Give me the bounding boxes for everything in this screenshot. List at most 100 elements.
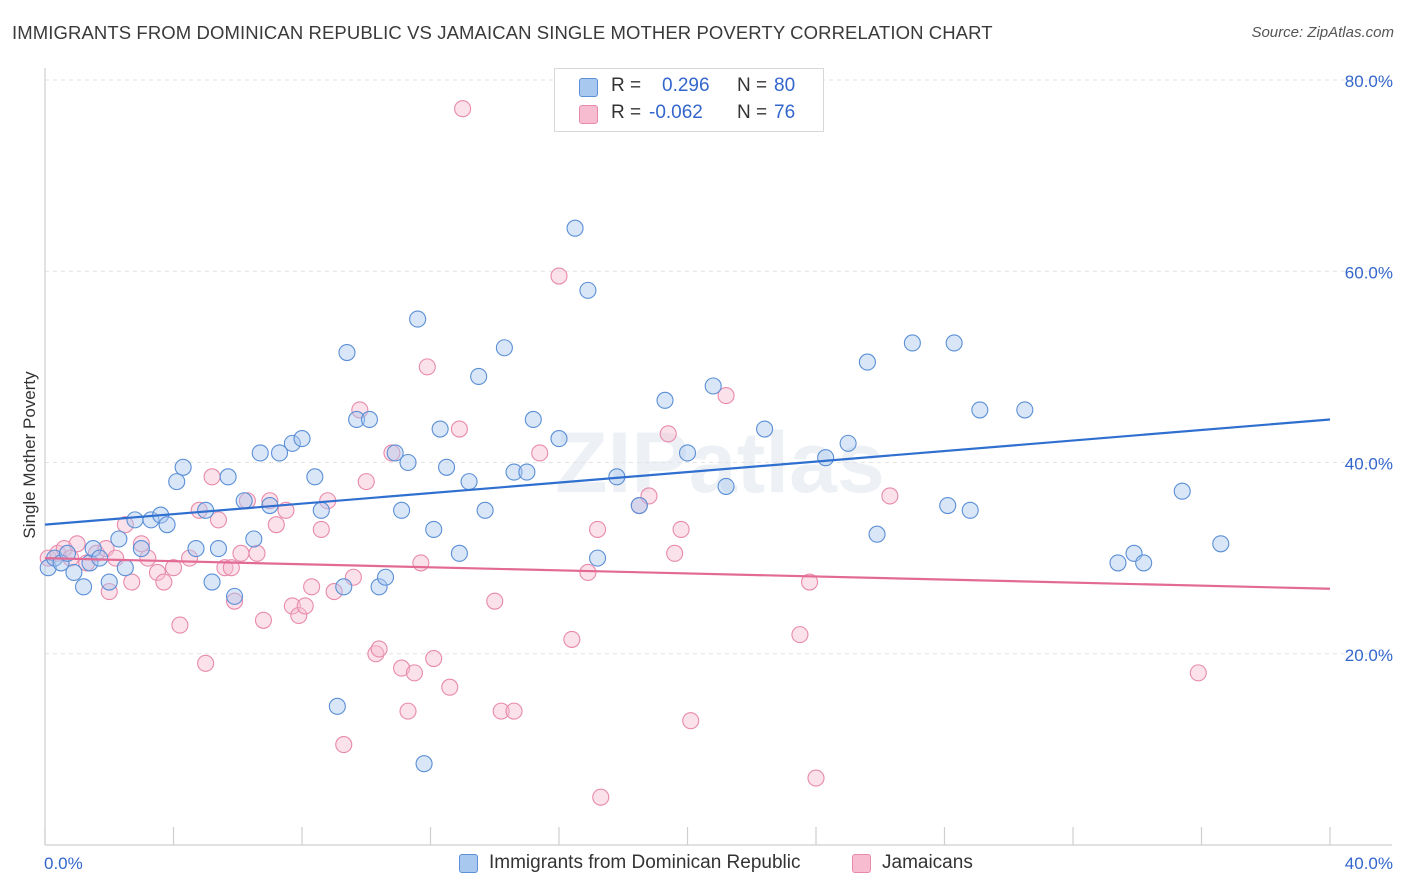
dominican-point[interactable]: [1109, 554, 1127, 572]
dominican-point[interactable]: [270, 444, 289, 462]
dominican-point[interactable]: [235, 492, 253, 510]
jamaican-point[interactable]: [531, 444, 549, 462]
jamaican-point[interactable]: [682, 712, 700, 730]
jamaican-point[interactable]: [592, 788, 610, 806]
jamaican-point[interactable]: [203, 468, 221, 486]
dominican-point[interactable]: [460, 473, 478, 491]
dominican-point[interactable]: [656, 391, 674, 409]
jamaican-point[interactable]: [267, 516, 285, 534]
jamaican-point[interactable]: [248, 544, 266, 562]
jamaican-point[interactable]: [563, 630, 581, 648]
jamaican-point[interactable]: [155, 573, 173, 591]
jamaican-point[interactable]: [717, 387, 735, 405]
jamaican-point[interactable]: [335, 736, 353, 754]
jamaican-point[interactable]: [216, 559, 234, 577]
jamaican-point[interactable]: [672, 520, 690, 538]
dominican-point[interactable]: [1212, 535, 1230, 553]
dominican-point[interactable]: [415, 755, 433, 773]
dominican-point[interactable]: [110, 530, 128, 548]
dominican-point[interactable]: [293, 430, 311, 448]
dominican-point[interactable]: [945, 334, 963, 352]
dominican-point[interactable]: [971, 401, 989, 419]
jamaican-point[interactable]: [290, 606, 308, 625]
dominican-point[interactable]: [961, 501, 979, 519]
dominican-point[interactable]: [65, 563, 83, 582]
dominican-point[interactable]: [566, 219, 584, 237]
dominican-point[interactable]: [116, 559, 134, 577]
jamaican-point[interactable]: [412, 554, 430, 572]
dominican-point[interactable]: [470, 367, 488, 385]
dominican-point[interactable]: [386, 444, 404, 462]
jamaican-point[interactable]: [139, 549, 157, 567]
dominican-point[interactable]: [335, 578, 353, 596]
dominican-point[interactable]: [251, 444, 269, 462]
jamaican-point[interactable]: [296, 597, 314, 615]
dominican-point[interactable]: [678, 444, 697, 462]
jamaican-point[interactable]: [791, 626, 809, 644]
jamaican-point[interactable]: [116, 516, 134, 534]
dominican-point[interactable]: [505, 463, 523, 481]
jamaican-point[interactable]: [148, 563, 166, 582]
dominican-point[interactable]: [903, 334, 921, 352]
jamaican-point[interactable]: [123, 573, 141, 591]
jamaican-point[interactable]: [225, 592, 244, 610]
dominican-point[interactable]: [360, 410, 379, 429]
jamaican-point[interactable]: [666, 544, 684, 562]
dominican-point[interactable]: [450, 544, 468, 562]
dominican-point[interactable]: [312, 501, 330, 519]
dominican-point[interactable]: [817, 449, 835, 467]
dominican-point[interactable]: [939, 496, 957, 515]
jamaican-point[interactable]: [550, 267, 568, 285]
jamaican-point[interactable]: [325, 583, 343, 601]
dominican-point[interactable]: [91, 549, 109, 567]
jamaican-point[interactable]: [357, 473, 375, 491]
dominican-point[interactable]: [409, 310, 427, 328]
jamaican-point[interactable]: [588, 520, 607, 538]
jamaican-point[interactable]: [254, 611, 273, 629]
jamaican-point[interactable]: [441, 678, 459, 696]
jamaican-point[interactable]: [505, 702, 523, 720]
jamaican-point[interactable]: [232, 544, 250, 562]
dominican-point[interactable]: [476, 501, 494, 519]
jamaican-point[interactable]: [100, 583, 118, 601]
dominican-point[interactable]: [100, 573, 118, 591]
dominican-point[interactable]: [588, 549, 607, 567]
dominican-point[interactable]: [209, 540, 228, 558]
dominican-point[interactable]: [393, 501, 411, 519]
jamaican-point[interactable]: [132, 535, 150, 553]
dominican-point[interactable]: [203, 573, 221, 591]
jamaican-point[interactable]: [283, 597, 301, 615]
dominican-point[interactable]: [132, 540, 150, 558]
dominican-point[interactable]: [756, 420, 774, 438]
dominican-point[interactable]: [187, 540, 205, 558]
dominican-point[interactable]: [225, 587, 244, 605]
jamaican-point[interactable]: [209, 511, 228, 529]
dominican-point[interactable]: [550, 430, 568, 448]
jamaican-point[interactable]: [492, 702, 510, 720]
jamaican-point[interactable]: [303, 578, 321, 596]
dominican-point[interactable]: [518, 463, 536, 481]
dominican-point[interactable]: [630, 496, 648, 515]
jamaican-point[interactable]: [87, 544, 105, 562]
jamaican-point[interactable]: [399, 702, 417, 720]
dominican-point[interactable]: [1135, 554, 1153, 572]
jamaican-point[interactable]: [164, 559, 183, 577]
dominican-point[interactable]: [39, 559, 57, 577]
jamaican-point[interactable]: [405, 664, 423, 682]
dominican-point[interactable]: [1016, 401, 1034, 419]
jamaican-point[interactable]: [425, 649, 443, 668]
jamaican-point[interactable]: [367, 645, 385, 663]
dominican-point[interactable]: [84, 540, 102, 558]
dominican-point[interactable]: [399, 453, 417, 472]
dominican-point[interactable]: [75, 578, 93, 596]
dominican-point[interactable]: [495, 339, 513, 357]
dominican-point[interactable]: [174, 458, 192, 476]
dominican-point[interactable]: [348, 410, 366, 429]
jamaican-point[interactable]: [486, 592, 504, 610]
dominican-point[interactable]: [245, 530, 263, 548]
dominican-point[interactable]: [283, 434, 301, 452]
dominican-point[interactable]: [126, 511, 144, 529]
dominican-point[interactable]: [438, 458, 456, 476]
jamaican-point[interactable]: [881, 487, 899, 505]
jamaican-point[interactable]: [197, 654, 215, 672]
